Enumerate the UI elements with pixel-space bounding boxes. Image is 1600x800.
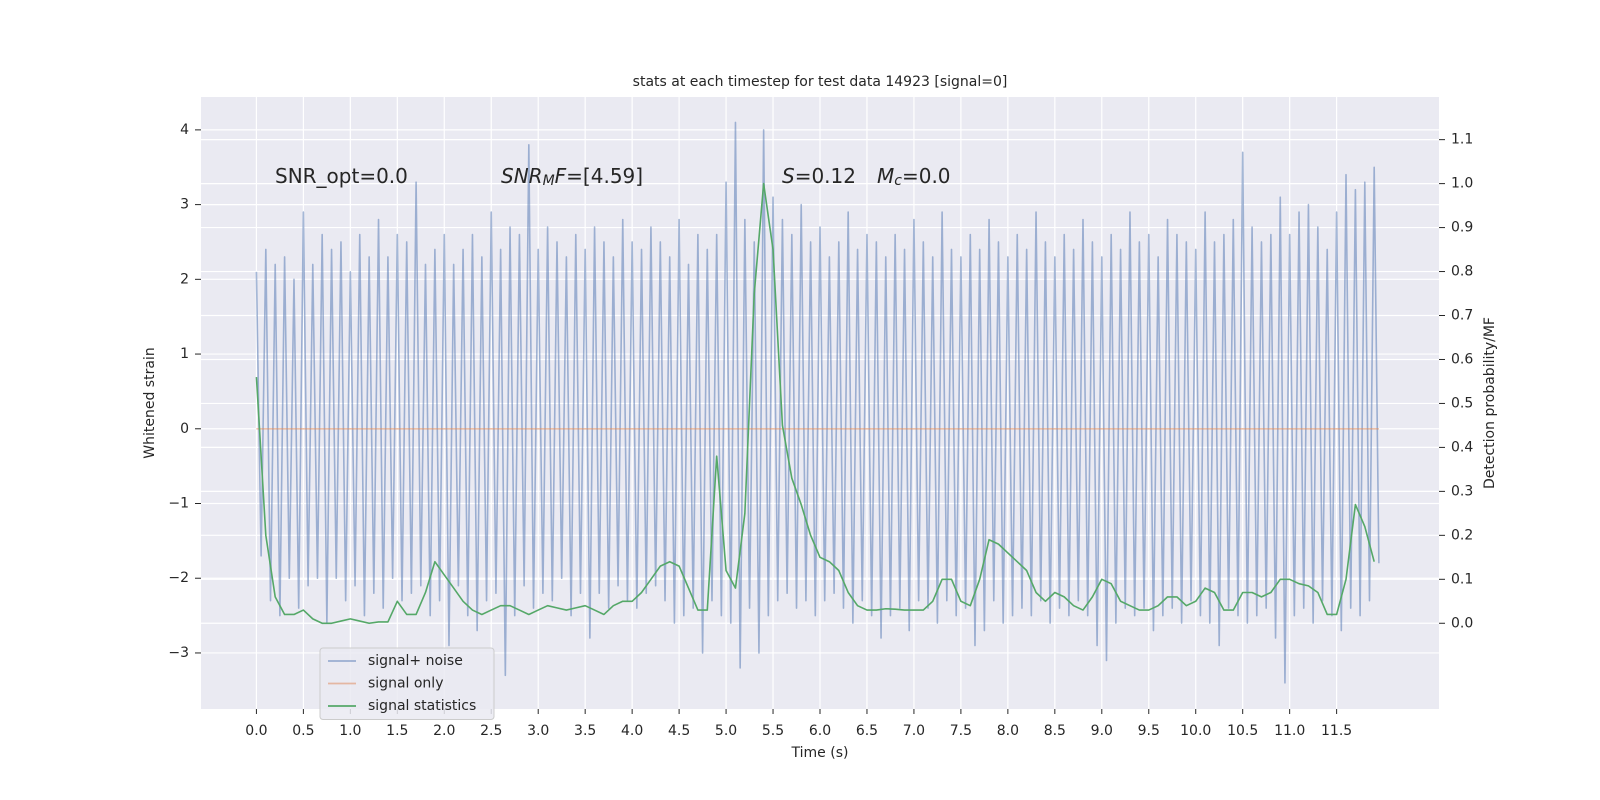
x-tick-label: 6.5 [856, 723, 878, 739]
x-tick-label: 11.0 [1274, 723, 1305, 739]
annotation-part: F [555, 164, 567, 188]
x-tick-label: 3.0 [527, 723, 549, 739]
annotation: S=0.12 [782, 164, 856, 188]
y2-tick-label: 0.5 [1451, 395, 1473, 411]
annotation-part: M [877, 164, 894, 188]
annotation-part: M [543, 173, 555, 189]
y2-tick-label: 0.7 [1451, 308, 1473, 324]
y-tick-label: 2 [180, 271, 189, 287]
annotation: SNRMF=[4.59] [501, 164, 643, 190]
x-tick-label: 10.5 [1227, 723, 1258, 739]
x-tick-label: 7.0 [903, 723, 925, 739]
legend-label: signal statistics [368, 698, 476, 714]
x-tick-label: 9.0 [1091, 723, 1113, 739]
x-tick-label: 3.5 [574, 723, 596, 739]
y2-tick-label: 0.2 [1451, 527, 1473, 543]
series-line [255, 121, 1380, 684]
y2-tick-label: 0.1 [1451, 571, 1473, 587]
x-tick-label: 4.5 [668, 723, 690, 739]
x-tick-label: 8.0 [997, 723, 1019, 739]
annotation-part: SNR [501, 164, 543, 188]
y-tick-label: 0 [180, 421, 189, 437]
y2-tick-label: 0.8 [1451, 264, 1473, 280]
x-axis-label: Time (s) [791, 745, 849, 761]
x-tick-label: 5.5 [762, 723, 784, 739]
series-line [255, 182, 1375, 625]
y2-tick-label: 0.3 [1451, 483, 1473, 499]
x-tick-label: 7.5 [950, 723, 972, 739]
annotation-part: =0.12 [795, 164, 856, 188]
annotation-part: =[4.59] [566, 164, 643, 188]
y2-tick-label: 0.6 [1451, 351, 1473, 367]
y-tick-label: 3 [180, 197, 189, 213]
annotation-part: SNR_opt=0.0 [275, 164, 408, 188]
y2-tick-label: 0.9 [1451, 220, 1473, 236]
x-tick-label: 10.0 [1180, 723, 1211, 739]
x-tick-label: 5.0 [715, 723, 737, 739]
y2-tick-label: 1.0 [1451, 176, 1473, 192]
x-tick-label: 8.5 [1044, 723, 1066, 739]
y2-tick-label: 0.4 [1451, 439, 1473, 455]
x-tick-label: 9.5 [1138, 723, 1160, 739]
x-tick-label: 4.0 [621, 723, 643, 739]
x-tick-label: 0.5 [292, 723, 314, 739]
x-tick-label: 6.0 [809, 723, 831, 739]
x-tick-label: 2.0 [433, 723, 455, 739]
annotation-part: S [782, 164, 795, 188]
y2-tick-label: 1.1 [1451, 132, 1473, 148]
legend-label: signal+ noise [368, 653, 463, 669]
x-tick-label: 1.5 [386, 723, 408, 739]
annotation-part: c [894, 173, 902, 189]
y-tick-label: −3 [168, 645, 189, 661]
x-tick-label: 1.0 [339, 723, 361, 739]
y2-axis-label: Detection probability/MF [1482, 317, 1498, 489]
legend-box [319, 647, 495, 720]
y-tick-label: 4 [180, 122, 189, 138]
annotation-part: =0.0 [902, 164, 951, 188]
x-tick-label: 11.5 [1321, 723, 1352, 739]
chart-title: stats at each timestep for test data 149… [633, 74, 1008, 90]
y-axis-label: Whitened strain [142, 347, 158, 458]
y2-tick-label: 0.0 [1451, 615, 1473, 631]
legend: signal+ noise signal only signal statistic… [319, 647, 495, 720]
y-tick-label: −2 [168, 570, 189, 586]
plot-area [195, 97, 1445, 714]
x-tick-label: 2.5 [480, 723, 502, 739]
annotation: Mc=0.0 [877, 164, 951, 190]
y-tick-label: −1 [168, 496, 189, 512]
legend-label: signal only [368, 676, 443, 692]
x-tick-label: 0.0 [245, 723, 267, 739]
annotation: SNR_opt=0.0 [275, 164, 408, 188]
y-tick-label: 1 [180, 346, 189, 362]
